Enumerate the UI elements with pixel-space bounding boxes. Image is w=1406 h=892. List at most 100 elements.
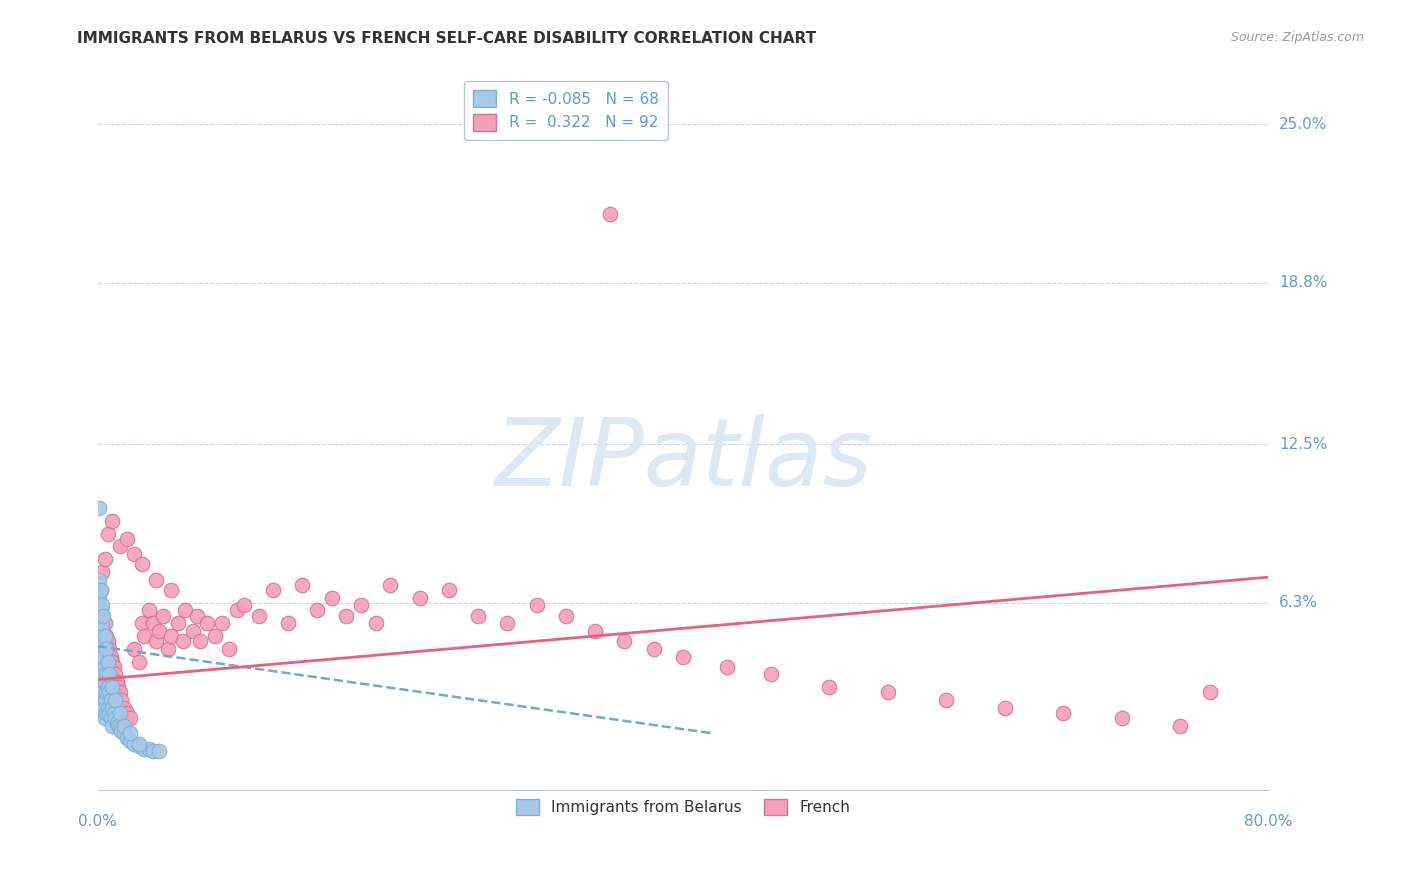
Point <box>87 591 110 605</box>
Point <box>98 685 121 699</box>
Point <box>181 624 204 638</box>
Point <box>94 659 117 673</box>
Point <box>93 685 115 699</box>
Point <box>672 649 695 664</box>
Point <box>90 675 112 690</box>
Point <box>104 711 127 725</box>
Point <box>437 582 460 597</box>
Point <box>91 641 114 656</box>
Point <box>90 624 112 638</box>
Point <box>118 734 141 748</box>
Text: Source: ZipAtlas.com: Source: ZipAtlas.com <box>1230 31 1364 45</box>
Point <box>935 693 957 707</box>
Text: 18.8%: 18.8% <box>1279 276 1327 290</box>
Point <box>152 608 174 623</box>
Point <box>105 675 128 690</box>
Point <box>115 731 138 746</box>
Point <box>277 616 299 631</box>
Point <box>90 659 112 673</box>
Point <box>142 744 165 758</box>
Point <box>101 514 124 528</box>
Point <box>98 685 121 699</box>
Point <box>98 667 121 681</box>
Text: ZIPatlas: ZIPatlas <box>494 415 872 506</box>
Point <box>96 641 118 656</box>
Point <box>118 711 141 725</box>
Point <box>97 675 120 690</box>
Text: 80.0%: 80.0% <box>1244 814 1292 829</box>
Point <box>97 700 120 714</box>
Point <box>142 616 165 631</box>
Point <box>93 649 115 664</box>
Point <box>225 603 247 617</box>
Point <box>128 737 150 751</box>
Point <box>94 629 117 643</box>
Text: IMMIGRANTS FROM BELARUS VS FRENCH SELF-CARE DISABILITY CORRELATION CHART: IMMIGRANTS FROM BELARUS VS FRENCH SELF-C… <box>77 31 817 46</box>
Point <box>94 616 117 631</box>
Point <box>335 608 357 623</box>
Point <box>1198 685 1220 699</box>
Point <box>91 599 114 613</box>
Point <box>1170 718 1192 732</box>
Point <box>159 582 181 597</box>
Point <box>876 685 898 699</box>
Point <box>134 629 156 643</box>
Point <box>262 582 284 597</box>
Point <box>291 578 314 592</box>
Point <box>583 624 606 638</box>
Text: 12.5%: 12.5% <box>1279 436 1327 451</box>
Point <box>408 591 430 605</box>
Point <box>97 634 120 648</box>
Point <box>554 608 576 623</box>
Point <box>716 659 738 673</box>
Point <box>101 655 124 669</box>
Point <box>87 634 110 648</box>
Point <box>131 558 153 572</box>
Point <box>110 693 132 707</box>
Point <box>96 706 118 720</box>
Point <box>90 649 112 664</box>
Point <box>218 641 240 656</box>
Point <box>643 641 665 656</box>
Point <box>233 599 256 613</box>
Point <box>104 693 127 707</box>
Legend: Immigrants from Belarus, French: Immigrants from Belarus, French <box>509 793 856 822</box>
Point <box>138 603 160 617</box>
Point <box>100 693 122 707</box>
Point <box>380 578 402 592</box>
Point <box>994 700 1017 714</box>
Point <box>90 685 112 699</box>
Point <box>91 706 114 720</box>
Point <box>115 532 138 546</box>
Point <box>145 573 167 587</box>
Point <box>96 667 118 681</box>
Point <box>204 629 226 643</box>
Text: 6.3%: 6.3% <box>1279 595 1319 610</box>
Point <box>188 634 211 648</box>
Point <box>350 599 373 613</box>
Point <box>138 741 160 756</box>
Point <box>94 675 117 690</box>
Point <box>145 634 167 648</box>
Point <box>108 540 131 554</box>
Point <box>211 616 233 631</box>
Point <box>96 667 118 681</box>
Point <box>108 685 131 699</box>
Point <box>186 608 208 623</box>
Point <box>98 706 121 720</box>
Point <box>108 721 131 735</box>
Point <box>87 629 110 643</box>
Point <box>91 565 114 579</box>
Point <box>110 723 132 738</box>
Point <box>134 741 156 756</box>
Point <box>90 700 112 714</box>
Point <box>115 706 138 720</box>
Point <box>93 700 115 714</box>
Point <box>172 634 194 648</box>
Point <box>108 706 131 720</box>
Point <box>148 624 170 638</box>
Point <box>112 700 135 714</box>
Point <box>87 649 110 664</box>
Point <box>91 634 114 648</box>
Point <box>467 608 489 623</box>
